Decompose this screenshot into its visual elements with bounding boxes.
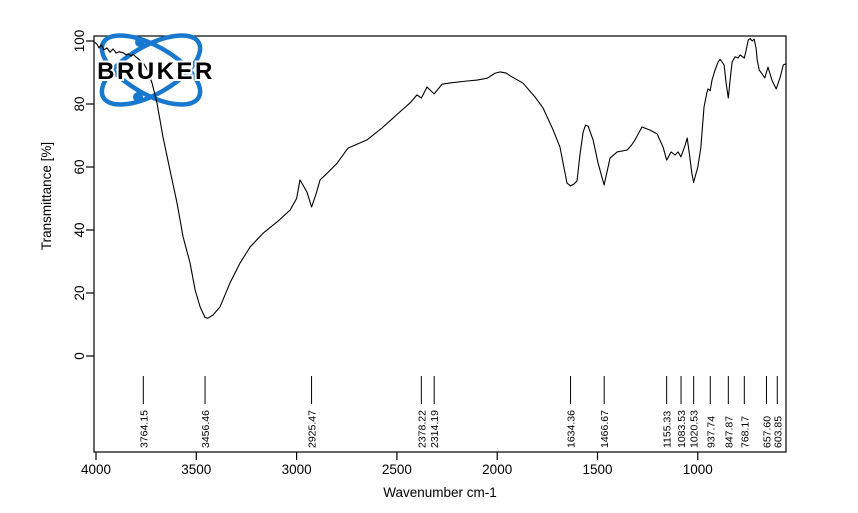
x-tick-label: 1000 [683,462,713,477]
y-tick-label: 20 [72,285,87,300]
x-tick-label: 4000 [81,462,111,477]
peak-marker-label: 1155.33 [662,411,674,448]
bruker-logo-text: BRUKER [97,58,215,85]
spectrum-curve [94,37,787,319]
peak-marker-label: 1634.36 [566,410,578,448]
y-tick-label: 60 [72,159,87,174]
peak-marker-label: 2378.22 [416,410,428,448]
peak-marker-label: 768.17 [739,416,751,448]
x-tick-label: 3500 [181,462,211,477]
x-tick-label: 2500 [382,462,412,477]
x-axis-title: Wavenumber cm-1 [383,485,497,500]
y-tick-label: 0 [72,352,87,360]
y-tick-label: 40 [72,222,87,237]
peak-marker-label: 657.60 [761,416,773,448]
plot-frame [93,35,787,453]
logo-dot-bottom [133,92,143,102]
bruker-logo [99,33,203,107]
peak-marker-label: 1466.67 [599,410,611,448]
peak-marker-label: 1020.53 [689,410,701,448]
y-tick-label: 80 [72,96,87,111]
peak-marker-label: 1083.53 [676,410,688,448]
x-axis-ticks: 4000 3500 3000 2500 2000 1500 1000 [81,452,713,477]
y-tick-label: 100 [72,30,87,53]
peak-marker-label: 2925.47 [307,410,319,448]
peak-marker-label: 3764.15 [138,410,150,448]
peak-marker-label: 847.87 [723,416,735,448]
peak-marker-label: 2314.19 [429,410,441,448]
peak-marker-label: 937.74 [705,416,717,448]
x-tick-label: 3000 [282,462,312,477]
x-tick-label: 2000 [482,462,512,477]
logo-orbit-1 [99,33,203,107]
x-tick-label: 1500 [582,462,612,477]
y-axis-ticks: 0 20 40 60 80 100 [72,30,94,360]
peak-marker-label: 603.85 [772,416,784,448]
logo-orbit-2 [99,33,203,107]
y-axis-title: Transmittance [%] [39,142,54,250]
peak-markers: 3764.15 3456.46 2925.47 2378.22 2314.19 1634.… [138,376,784,448]
peak-marker-label: 3456.46 [200,410,212,448]
logo-dot-top [135,37,145,47]
